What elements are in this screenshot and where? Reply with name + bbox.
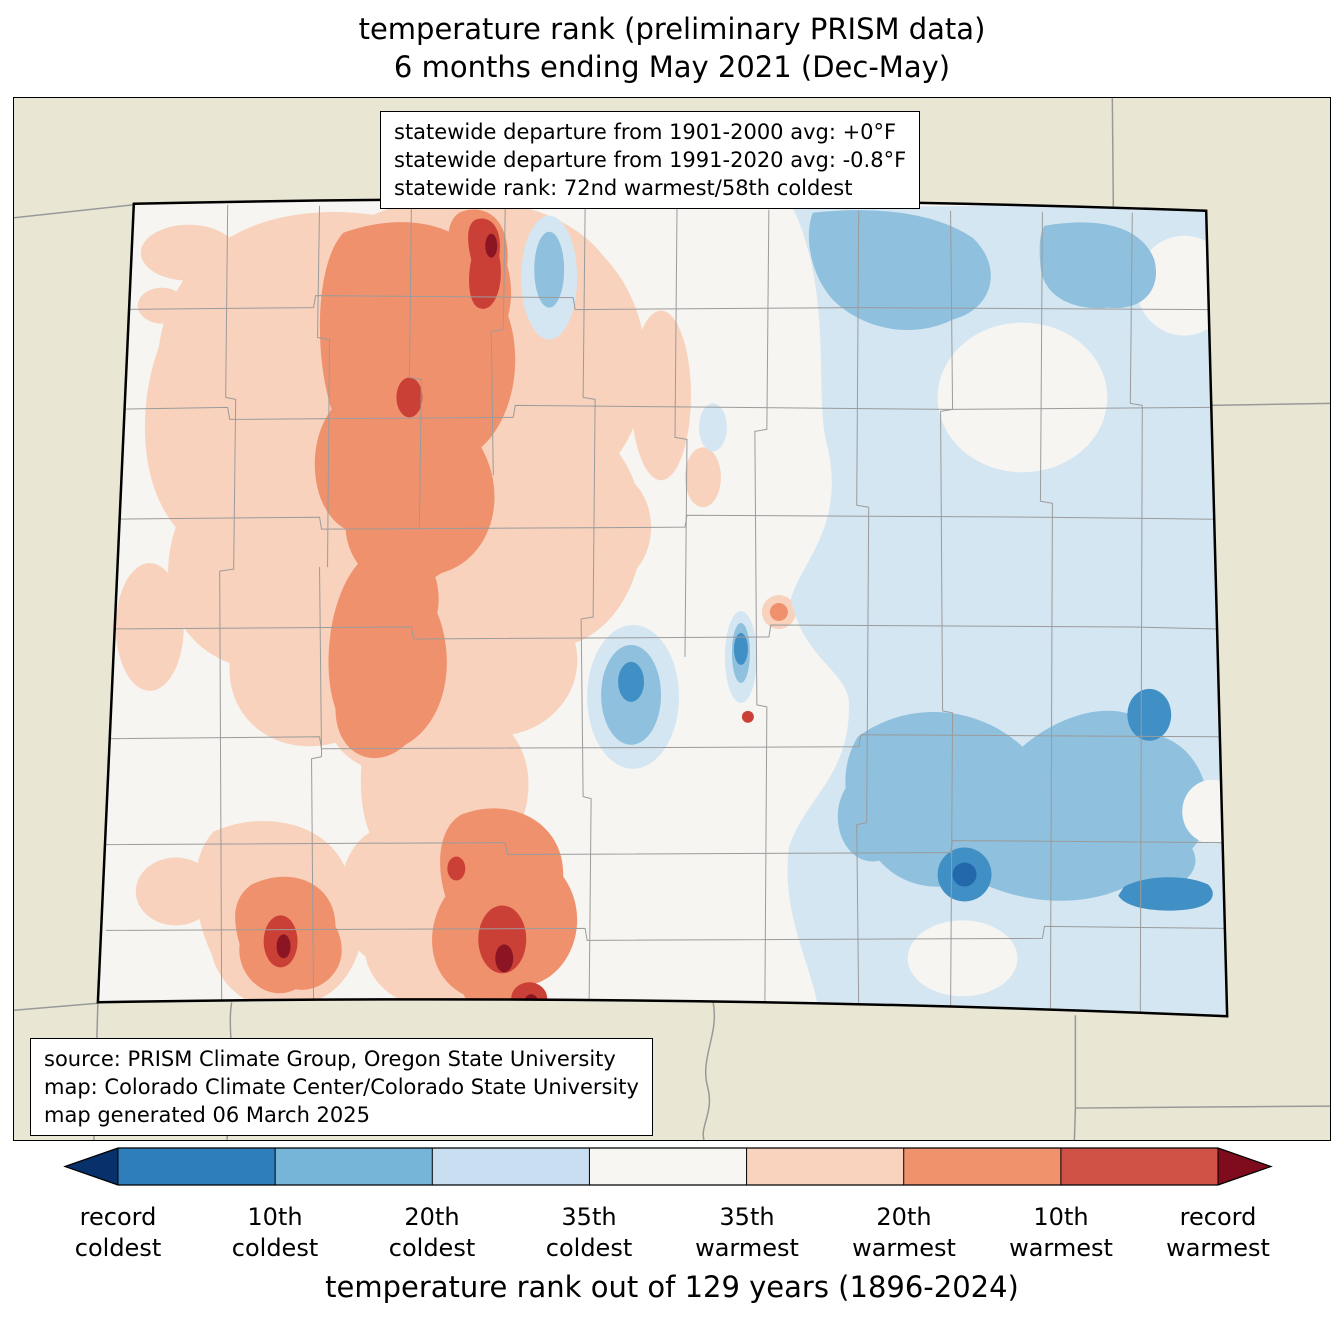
colorbar-label-10th-warmest: 10th warmest — [1009, 1203, 1113, 1262]
chart-title-line1: temperature rank (preliminary PRISM data… — [358, 12, 986, 46]
cool-anomaly-regions — [521, 203, 1228, 1017]
colorbar-label-35th-coldest: 35th coldest — [545, 1203, 633, 1262]
stats-line-3: statewide rank: 72nd warmest/58th coldes… — [394, 176, 853, 200]
colorbar-segment-1 — [118, 1148, 276, 1185]
source-line-2: map: Colorado Climate Center/Colorado St… — [44, 1075, 639, 1099]
colorbar-label-record-coldest: record coldest — [74, 1203, 162, 1262]
source-line-3: map generated 06 March 2025 — [44, 1103, 371, 1127]
colorbar-segment-4 — [589, 1148, 747, 1185]
source-box: source: PRISM Climate Group, Oregon Stat… — [30, 1038, 653, 1136]
map-frame: statewide departure from 1901-2000 avg: … — [13, 97, 1331, 1141]
colorbar-label-20th-coldest: 20th coldest — [388, 1203, 476, 1262]
colorbar-arrow-record-warmest — [1218, 1148, 1271, 1185]
colorbar — [63, 1147, 1273, 1186]
chart-title: temperature rank (preliminary PRISM data… — [0, 10, 1344, 86]
warm-anomaly-regions — [115, 199, 796, 1017]
colorbar-label-10th-coldest: 10th coldest — [231, 1203, 319, 1262]
colorbar-label-20th-warmest: 20th warmest — [852, 1203, 956, 1262]
source-line-1: source: PRISM Climate Group, Oregon Stat… — [44, 1047, 616, 1071]
stats-box: statewide departure from 1901-2000 avg: … — [380, 111, 921, 209]
colorbar-label-35th-warmest: 35th warmest — [695, 1203, 799, 1262]
colorado-temperature-rank-map — [14, 98, 1330, 1140]
colorbar-segment-edges — [117, 1148, 1219, 1185]
colorbar-segment-3 — [432, 1148, 590, 1185]
colorbar-segment-7 — [1060, 1148, 1218, 1185]
county-borders — [98, 204, 1225, 1013]
colorbar-label-record-warmest: record warmest — [1166, 1203, 1270, 1262]
colorbar-arrow-record-coldest — [65, 1148, 118, 1185]
chart-title-line2: 6 months ending May 2021 (Dec-May) — [393, 50, 951, 84]
colorbar-segment-6 — [903, 1148, 1061, 1185]
stats-line-1: statewide departure from 1901-2000 avg: … — [394, 120, 897, 144]
colorbar-segment-2 — [275, 1148, 433, 1185]
stats-line-2: statewide departure from 1991-2020 avg: … — [394, 148, 907, 172]
colorbar-caption: temperature rank out of 129 years (1896-… — [325, 1270, 1019, 1304]
colorbar-outline — [63, 1147, 1273, 1186]
colorbar-segment-5 — [746, 1148, 904, 1185]
